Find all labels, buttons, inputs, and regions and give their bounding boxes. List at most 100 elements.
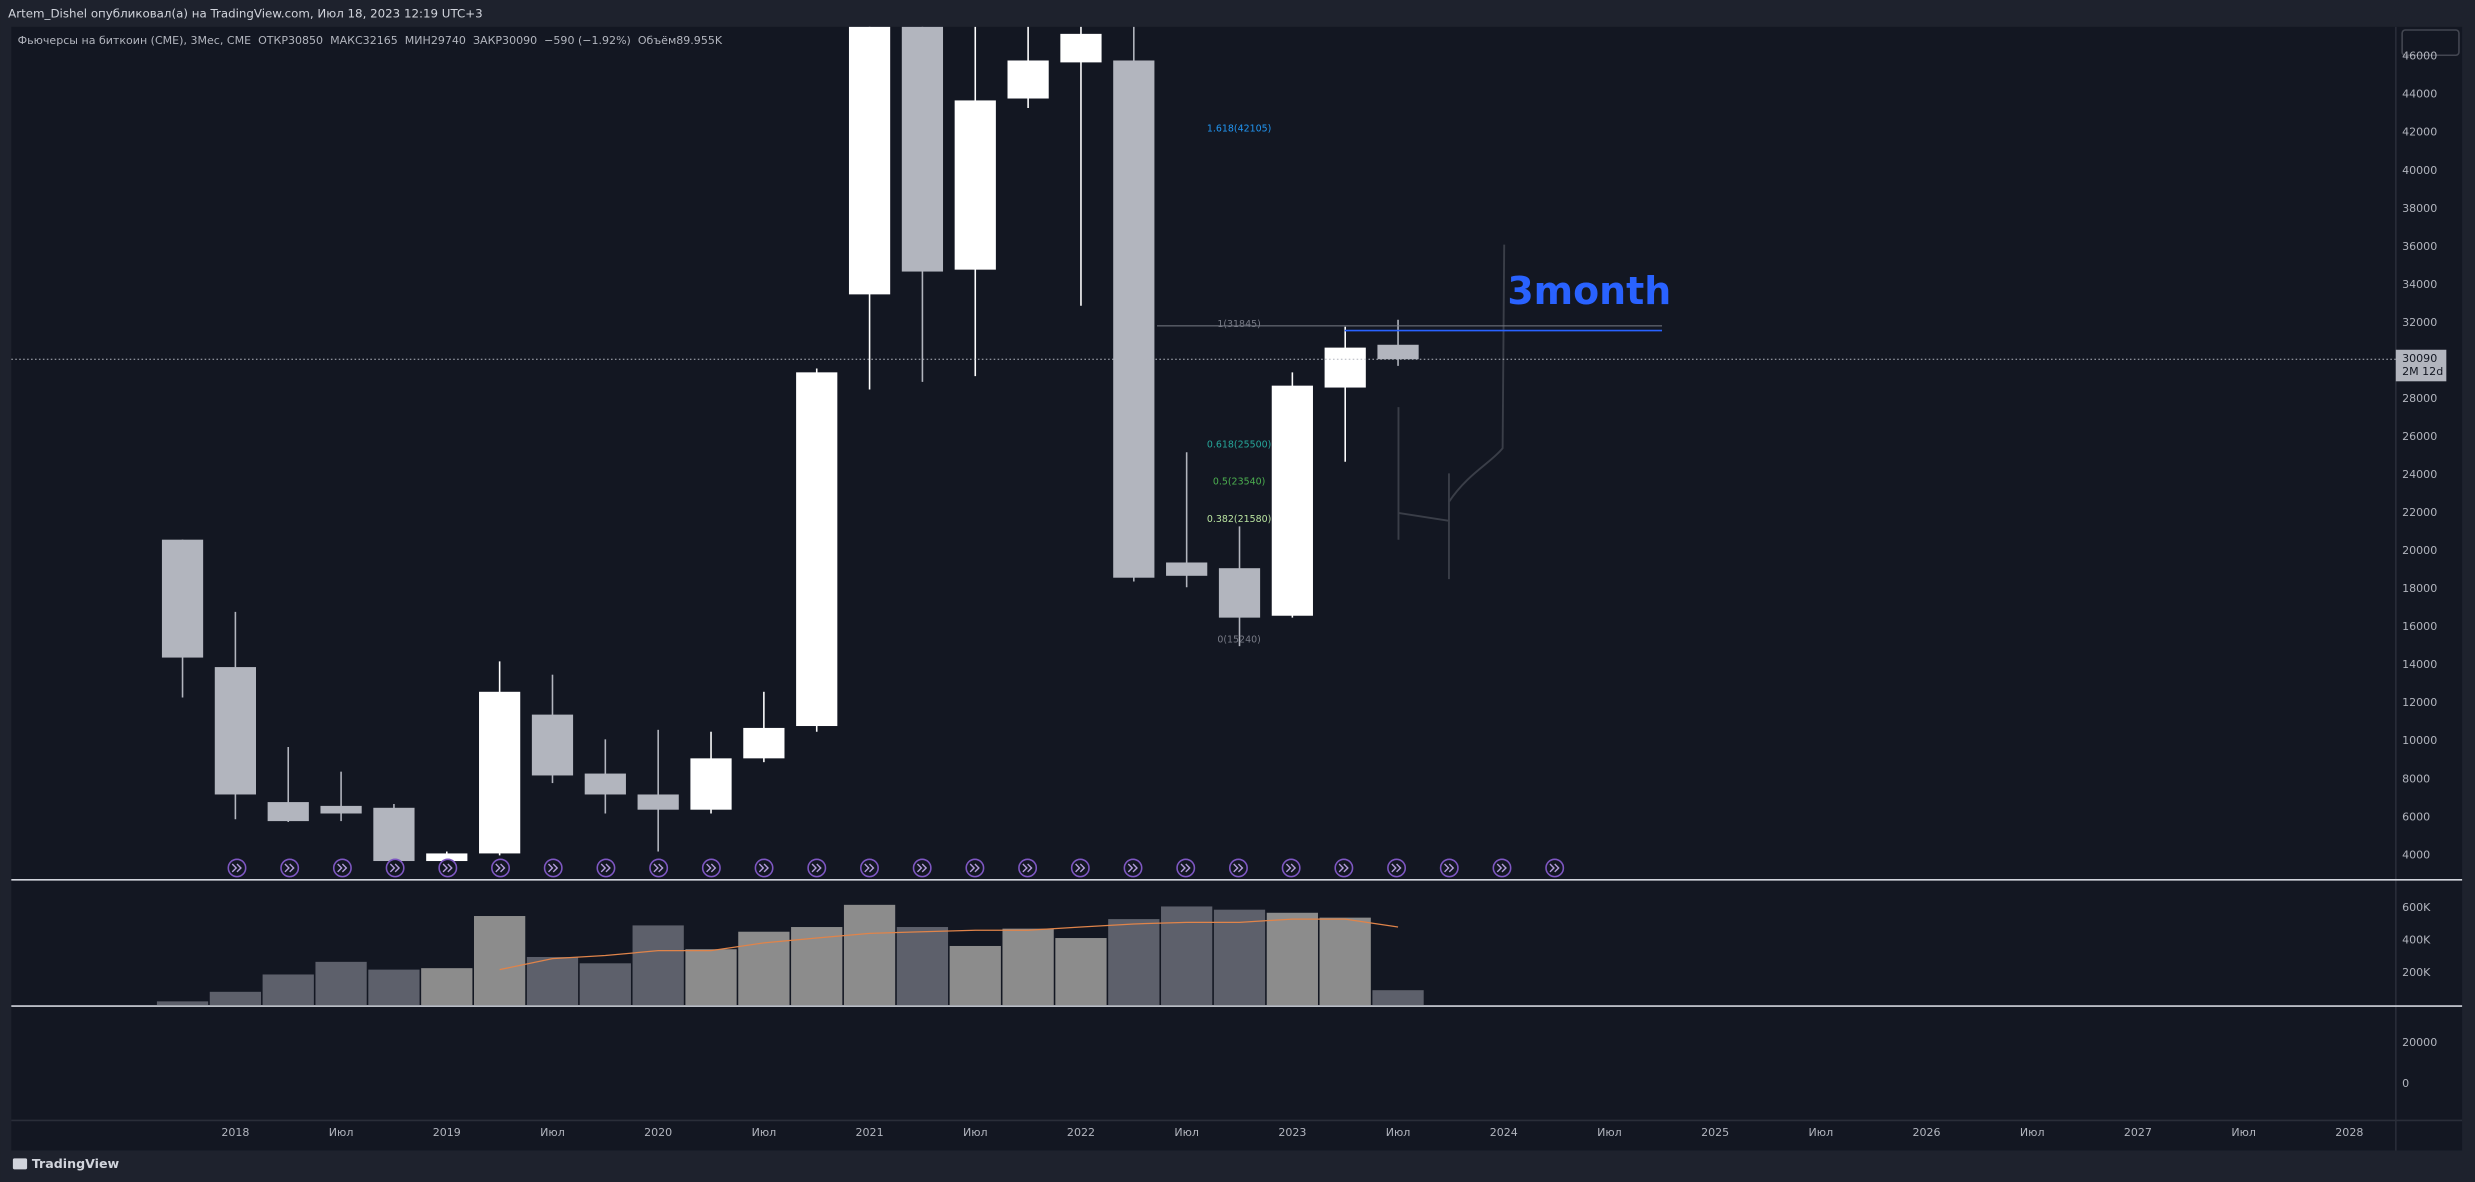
- event-marker-icon: [1496, 863, 1507, 873]
- y-tick-label: 40000: [2402, 164, 2437, 177]
- volume-bar: [1372, 990, 1424, 1006]
- volume-ma-line: [499, 918, 1399, 971]
- footer-brand: TradingView: [32, 1156, 120, 1171]
- x-tick-label: Июл: [752, 1126, 777, 1139]
- overlay: 4000 6000 8000 10000 12000 14000 16000 18000 200…: [11, 50, 2447, 1139]
- brush-drawing[interactable]: [1397, 244, 1506, 580]
- y-tick-label: 16000: [2402, 620, 2437, 633]
- volume-bar: [209, 991, 262, 1006]
- candle-body: [479, 691, 521, 854]
- y-tick-label: 42000: [2402, 126, 2437, 139]
- x-tick-label: 2021: [856, 1126, 884, 1139]
- event-marker-icon: [1391, 863, 1402, 873]
- volume-bar: [685, 949, 737, 1006]
- event-marker-icon: [442, 863, 453, 873]
- y-tick-label: 20000: [2402, 1036, 2437, 1049]
- candle-body: [214, 667, 257, 795]
- event-marker-icon: [758, 863, 770, 873]
- volume-bar: [791, 927, 843, 1006]
- volume-pane: [156, 904, 1424, 1006]
- scale-button[interactable]: [2401, 29, 2460, 57]
- y-tick-label: 26000: [2402, 430, 2437, 443]
- price-pane: [161, 26, 1419, 869]
- fib-level-label: 0.618(25500): [1207, 439, 1272, 450]
- volume-bar: [1266, 912, 1318, 1006]
- x-tick-label: Июл: [1597, 1126, 1622, 1139]
- event-marker-icon: [916, 863, 928, 873]
- candle-body: [901, 26, 944, 272]
- candle-body: [1324, 347, 1366, 388]
- last-price-box: [2395, 349, 2447, 382]
- candle-body: [161, 539, 204, 658]
- y-tick-label: 0: [2402, 1077, 2409, 1090]
- event-marker-icon: [1180, 863, 1191, 873]
- volume-bar: [843, 904, 896, 1006]
- x-tick-label: Июл: [1386, 1126, 1411, 1139]
- event-marker-icon: [1233, 863, 1244, 873]
- candle-body: [373, 807, 415, 862]
- event-marker-icon: [653, 863, 664, 873]
- y-tick-label: 38000: [2402, 202, 2437, 215]
- y-tick-label: 34000: [2402, 278, 2437, 291]
- y-tick-label: 8000: [2402, 772, 2430, 785]
- y-tick-label: 46000: [2402, 50, 2437, 63]
- x-tick-label: Июл: [1174, 1126, 1199, 1139]
- fib-level-label: 1(31845): [1217, 319, 1260, 330]
- y-tick-label: 10000: [2402, 734, 2437, 747]
- candle-body: [531, 714, 574, 776]
- event-marker-icon: [547, 863, 559, 873]
- event-marker-icon: [1075, 863, 1086, 873]
- fib-level-label: 0(15240): [1217, 635, 1260, 646]
- event-marker-icon: [1127, 863, 1138, 873]
- volume-bar: [949, 945, 1001, 1006]
- footer-logo: [12, 1158, 28, 1170]
- fib-level-label: 0.382(21580): [1207, 514, 1272, 525]
- y-tick-label: 600K: [2402, 901, 2431, 914]
- candle-body: [426, 853, 468, 862]
- y-tick-label: 4000: [2402, 848, 2430, 861]
- volume-bar: [1055, 938, 1107, 1006]
- candle-body: [743, 727, 785, 759]
- volume-bar: [473, 916, 526, 1006]
- x-tick-label: Июл: [963, 1126, 988, 1139]
- y-tick-label: 400K: [2402, 933, 2431, 946]
- x-tick-label: 2023: [1278, 1126, 1306, 1139]
- x-tick-label: 2020: [644, 1126, 672, 1139]
- event-marker-icon: [811, 863, 822, 873]
- candle-body: [954, 100, 996, 270]
- event-marker-icon: [864, 863, 875, 873]
- x-tick-label: 2027: [2124, 1126, 2152, 1139]
- event-marker-icon: [337, 863, 348, 873]
- candle-body: [1377, 344, 1419, 360]
- candle-body: [584, 773, 626, 795]
- volume-bar: [526, 956, 579, 1006]
- candle-body: [1166, 562, 1208, 576]
- event-marker-icon: [706, 863, 717, 873]
- candle-body: [796, 372, 838, 727]
- y-tick-label: 22000: [2402, 506, 2437, 519]
- x-tick-label: Июл: [329, 1126, 354, 1139]
- candle-body: [1060, 33, 1102, 63]
- x-tick-label: 2028: [2335, 1126, 2363, 1139]
- candle-body: [848, 26, 891, 295]
- author-line: Artem_Dishel опубликовал(а) на TradingVi…: [8, 7, 483, 21]
- volume-bar: [1002, 928, 1054, 1006]
- y-tick-label: 28000: [2402, 392, 2437, 405]
- candle-body: [637, 794, 679, 810]
- event-marker-icon: [389, 863, 401, 873]
- y-tick-label: 24000: [2402, 468, 2437, 481]
- y-tick-label: 32000: [2402, 316, 2437, 329]
- volume-bar: [738, 931, 790, 1006]
- x-tick-label: 2024: [1490, 1126, 1518, 1139]
- candle-body: [267, 802, 309, 822]
- y-tick-label: 36000: [2402, 240, 2437, 253]
- symbol-legend: Фьючерсы на биткоин (CME), 3Мес, CME ОТК…: [18, 34, 723, 47]
- volume-bar: [421, 968, 473, 1006]
- volume-bar: [1213, 909, 1266, 1006]
- x-tick-label: Июл: [1809, 1126, 1834, 1139]
- event-marker-icon: [231, 863, 242, 873]
- y-tick-label: 6000: [2402, 810, 2430, 823]
- y-tick-label: 14000: [2402, 658, 2437, 671]
